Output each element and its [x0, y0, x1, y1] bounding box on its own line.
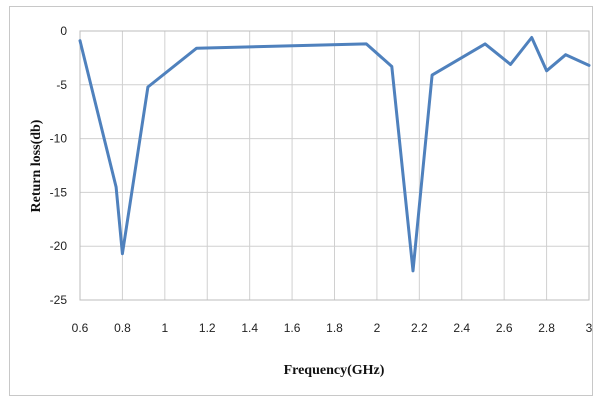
- data-point: [483, 42, 487, 46]
- x-tick-label: 1: [161, 321, 168, 335]
- y-tick-label: -25: [50, 293, 68, 307]
- data-point: [78, 39, 82, 42]
- plot-area-border: [79, 30, 590, 301]
- x-tick-label: 2.8: [538, 321, 555, 335]
- y-tick-label: -5: [56, 78, 67, 92]
- data-point: [509, 63, 512, 66]
- data-point: [545, 69, 548, 73]
- y-tick-label: -10: [50, 132, 68, 146]
- data-point: [121, 252, 124, 255]
- x-tick-label: 3: [586, 321, 593, 335]
- data-point: [587, 64, 591, 67]
- data-point: [195, 47, 198, 50]
- x-tick-label: 1.4: [241, 321, 258, 335]
- data-point: [411, 269, 415, 273]
- data-point: [114, 185, 118, 189]
- chart-frame: [9, 6, 593, 396]
- data-point: [365, 42, 368, 46]
- x-tick-label: 2.6: [496, 321, 513, 335]
- data-point: [530, 36, 533, 39]
- y-tick-label: 0: [60, 24, 67, 38]
- tick-label-layer: 0.6 0.8 1 1.2 1.4 1.6 1.8 2 2.2 2.4 2.6 2.8 3 0 -5 -10 -…: [50, 24, 593, 335]
- x-tick-label: 2.4: [453, 321, 470, 335]
- x-tick-label: 2: [374, 321, 381, 335]
- y-axis-title: Return loss(db): [29, 119, 44, 212]
- data-point: [430, 73, 434, 77]
- x-tick-label: 2.2: [411, 321, 428, 335]
- x-tick-label: 1.8: [326, 321, 343, 335]
- data-point: [390, 65, 393, 68]
- x-tick-label: 1.6: [284, 321, 301, 335]
- y-tick-label: -20: [50, 239, 68, 253]
- series-layer: [78, 36, 591, 273]
- x-tick-label: 1.2: [199, 321, 216, 335]
- y-tick-label: -15: [50, 185, 68, 199]
- data-point: [564, 53, 567, 56]
- x-axis-title: Frequency(GHz): [284, 363, 385, 378]
- grid-layer: [79, 30, 590, 301]
- x-tick-label: 0.8: [114, 321, 131, 335]
- x-tick-label: 0.6: [72, 321, 89, 335]
- data-point: [146, 85, 150, 89]
